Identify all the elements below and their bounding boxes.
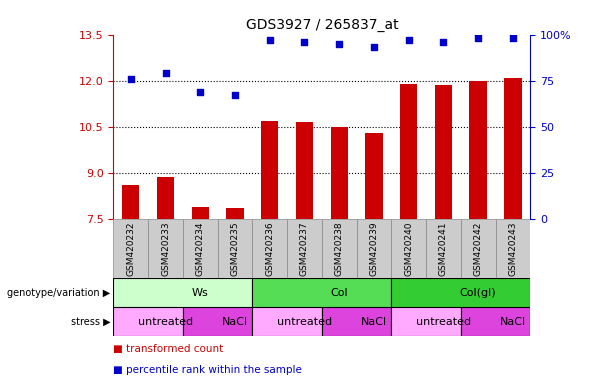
Bar (391, 219, 426, 278)
Bar (322, 307, 391, 336)
Point (334, 41, 344, 47)
Bar (400, 84, 417, 219)
Text: GSM420232: GSM420232 (126, 222, 135, 276)
Point (438, 39, 448, 45)
Text: GSM420240: GSM420240 (404, 222, 413, 276)
Bar (183, 219, 218, 278)
Point (126, 76, 135, 82)
Text: ■ percentile rank within the sample: ■ percentile rank within the sample (113, 365, 302, 375)
Bar (261, 121, 278, 219)
Bar (253, 307, 322, 336)
Bar (113, 307, 183, 336)
Bar (357, 219, 391, 278)
Text: Col: Col (330, 288, 348, 298)
Point (196, 89, 205, 95)
Text: genotype/variation ▶: genotype/variation ▶ (7, 288, 110, 298)
Bar (253, 278, 391, 307)
Text: Ws: Ws (192, 288, 208, 298)
Bar (148, 219, 183, 278)
Bar (391, 307, 461, 336)
Text: GSM420237: GSM420237 (300, 222, 309, 276)
Point (230, 92, 240, 98)
Bar (226, 208, 244, 219)
Text: NaCl: NaCl (361, 316, 387, 327)
Text: NaCl: NaCl (500, 316, 526, 327)
Bar (218, 219, 253, 278)
Text: untreated: untreated (138, 316, 193, 327)
Bar (113, 219, 148, 278)
Text: GSM420239: GSM420239 (370, 222, 378, 276)
Bar (426, 219, 461, 278)
Text: GSM420233: GSM420233 (161, 222, 170, 276)
Bar (365, 133, 383, 219)
Bar (435, 85, 452, 219)
Bar (470, 81, 487, 219)
Text: GSM420238: GSM420238 (335, 222, 344, 276)
Text: stress ▶: stress ▶ (70, 316, 110, 327)
Point (473, 35, 483, 41)
Point (300, 39, 310, 45)
Bar (122, 185, 140, 219)
Bar (113, 278, 253, 307)
Bar (391, 278, 530, 307)
Text: GSM420236: GSM420236 (265, 222, 274, 276)
Bar (330, 127, 348, 219)
Text: ■ transformed count: ■ transformed count (113, 344, 224, 354)
Title: GDS3927 / 265837_at: GDS3927 / 265837_at (246, 18, 398, 32)
Text: GSM420235: GSM420235 (230, 222, 240, 276)
Text: NaCl: NaCl (222, 316, 248, 327)
Bar (287, 219, 322, 278)
Point (369, 45, 379, 51)
Bar (461, 219, 495, 278)
Bar (322, 219, 357, 278)
Text: GSM420243: GSM420243 (508, 222, 517, 276)
Point (265, 37, 275, 43)
Bar (191, 207, 209, 219)
Bar (504, 78, 522, 219)
Text: GSM420234: GSM420234 (196, 222, 205, 276)
Bar (296, 122, 313, 219)
Bar (157, 177, 174, 219)
Text: Col(gl): Col(gl) (460, 288, 497, 298)
Bar (495, 219, 530, 278)
Text: GSM420242: GSM420242 (474, 222, 482, 276)
Text: untreated: untreated (416, 316, 471, 327)
Text: GSM420241: GSM420241 (439, 222, 448, 276)
Point (161, 70, 170, 76)
Bar (461, 307, 530, 336)
Point (508, 35, 518, 41)
Bar (253, 219, 287, 278)
Bar (183, 307, 253, 336)
Point (404, 37, 414, 43)
Text: untreated: untreated (277, 316, 332, 327)
